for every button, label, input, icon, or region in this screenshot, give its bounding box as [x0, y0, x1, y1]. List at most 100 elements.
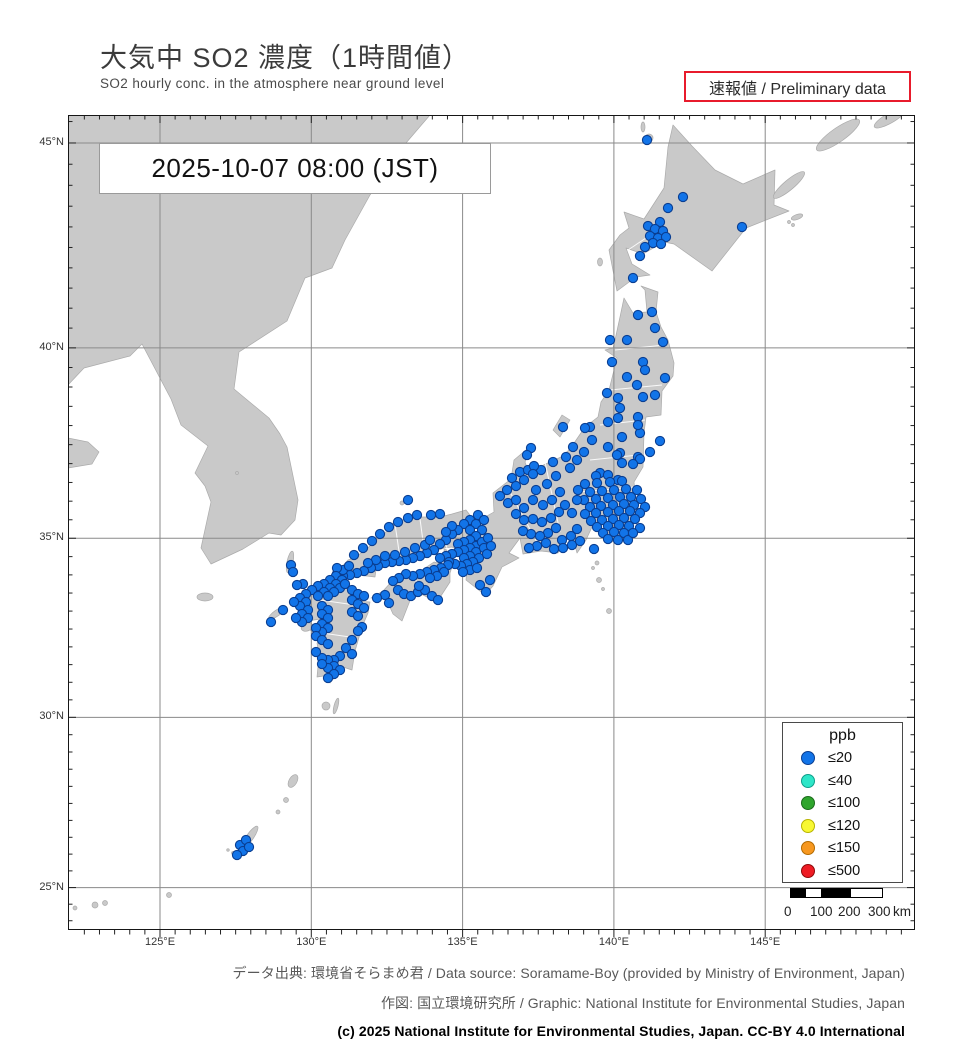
scalebar-tick-label: 0 — [784, 904, 792, 919]
station-dot — [646, 306, 658, 318]
station-dot — [662, 202, 674, 214]
lon-label: 135°E — [447, 936, 478, 948]
station-dot — [480, 586, 492, 598]
station-dot — [506, 472, 518, 484]
station-dot — [545, 512, 557, 524]
legend-item-label: ≤500 — [828, 862, 861, 879]
station-dot — [584, 486, 596, 498]
legend-item-label: ≤100 — [828, 795, 861, 812]
station-dot — [322, 638, 334, 650]
scalebar — [790, 888, 883, 898]
station-dot — [510, 480, 522, 492]
station-dot — [510, 494, 522, 506]
station-dot — [550, 522, 562, 534]
station-dot — [518, 502, 530, 514]
station-dot — [606, 356, 618, 368]
timestamp-box: 2025-10-07 08:00 (JST) — [99, 143, 491, 194]
station-dot — [627, 527, 639, 539]
station-dot — [383, 521, 395, 533]
station-dot — [632, 309, 644, 321]
station-dot — [659, 372, 671, 384]
scalebar-tick-label: 200 — [838, 904, 861, 919]
station-dot — [464, 524, 476, 536]
island-niijima — [594, 560, 600, 566]
station-dot — [608, 484, 620, 496]
lon-label: 130°E — [296, 936, 327, 948]
scalebar-seg3 — [821, 889, 851, 897]
station-dot — [634, 250, 646, 262]
station-dot — [312, 590, 324, 602]
legend-rows: ≤20 ≤40 ≤100 ≤120 ≤150 ≤500 — [783, 747, 902, 882]
station-dot — [591, 521, 603, 533]
station-dot — [322, 612, 334, 624]
station-dot — [352, 610, 364, 622]
station-dot — [601, 387, 613, 399]
station-dot — [402, 512, 414, 524]
station-dot — [616, 475, 628, 487]
station-dot — [557, 421, 569, 433]
station-dot — [411, 509, 423, 521]
station-dot — [621, 371, 633, 383]
scalebar-seg2 — [806, 889, 821, 897]
station-dot — [620, 483, 632, 495]
station-dot — [494, 490, 506, 502]
station-dot — [611, 449, 623, 461]
lat-label: 40°N — [39, 340, 64, 353]
island-shikotan — [790, 213, 804, 221]
station-dot — [476, 524, 488, 536]
legend-color-dot — [801, 773, 815, 788]
station-dot — [413, 580, 425, 592]
station-dot — [434, 552, 446, 564]
legend-item: ≤120 — [783, 815, 902, 838]
station-dot — [634, 453, 646, 465]
station-dot — [736, 221, 748, 233]
station-dot — [654, 435, 666, 447]
station-dot — [485, 540, 497, 552]
station-dot — [243, 841, 255, 853]
station-dot — [537, 499, 549, 511]
station-dot — [340, 642, 352, 654]
station-dot — [409, 542, 421, 554]
station-dot — [578, 446, 590, 458]
island-urup — [873, 115, 907, 129]
station-dot — [399, 546, 411, 558]
station-dot — [612, 534, 624, 546]
station-dot — [316, 658, 328, 670]
station-dot — [527, 494, 539, 506]
station-dot — [527, 468, 539, 480]
station-dot — [434, 538, 446, 550]
station-dot — [629, 513, 641, 525]
island-tokunoshima — [283, 797, 289, 803]
station-dot — [346, 634, 358, 646]
station-dot — [536, 516, 548, 528]
station-dot — [574, 535, 586, 547]
station-dot — [322, 672, 334, 684]
station-dot — [604, 476, 616, 488]
timestamp-label: 2025-10-07 08:00 (JST) — [151, 153, 439, 183]
station-dot — [322, 590, 334, 602]
island-yakushima — [321, 701, 331, 711]
station-dot — [346, 648, 358, 660]
station-dot — [590, 493, 602, 505]
station-dot — [518, 514, 530, 526]
station-dot — [616, 431, 628, 443]
station-dot — [566, 539, 578, 551]
page-subtitle: SO2 hourly conc. in the atmosphere near … — [100, 76, 445, 91]
station-dot — [471, 562, 483, 574]
station-dot — [602, 441, 614, 453]
station-dot — [481, 548, 493, 560]
island-rebun — [640, 121, 646, 133]
station-dot — [517, 525, 529, 537]
station-dot — [566, 507, 578, 519]
station-dot — [602, 520, 614, 532]
station-dot — [392, 516, 404, 528]
station-dot — [602, 533, 614, 545]
station-dot — [374, 528, 386, 540]
island-kume — [226, 848, 230, 852]
station-dot — [632, 419, 644, 431]
station-dot — [231, 849, 243, 861]
scalebar-seg1 — [791, 889, 806, 897]
legend-item: ≤100 — [783, 792, 902, 815]
station-dots — [231, 134, 748, 861]
island-jeju — [196, 592, 214, 602]
